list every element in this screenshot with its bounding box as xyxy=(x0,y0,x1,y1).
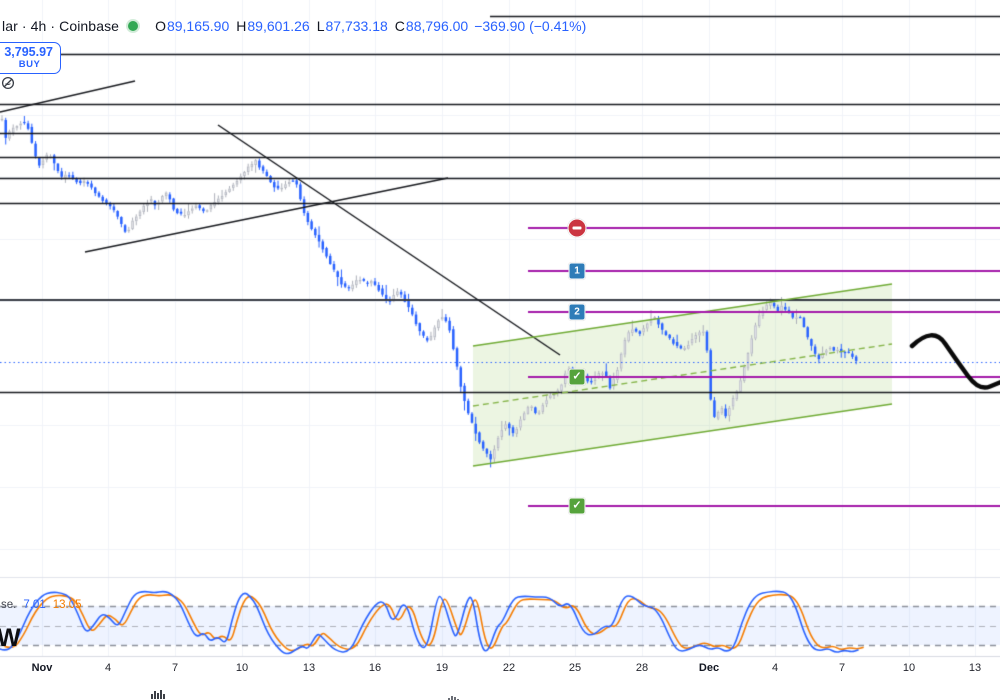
time-tick-label: 28 xyxy=(635,662,649,674)
symbol-title[interactable]: lar · 4h · Coinbase xyxy=(2,18,120,34)
market-status-icon xyxy=(128,21,139,31)
low-value: 87,733.18 xyxy=(325,18,388,34)
buy-label: BUY xyxy=(18,59,41,70)
level-badge-✓[interactable]: ✓ xyxy=(568,497,586,515)
open-value: 89,165.90 xyxy=(166,18,230,34)
stoch-legend[interactable]: se. 7.01 13.05 xyxy=(1,599,82,611)
time-tick-label: 16 xyxy=(368,662,382,674)
time-tick-label: 10 xyxy=(902,662,916,674)
time-tick-label: Nov xyxy=(31,662,53,674)
no-entry-icon xyxy=(572,226,582,230)
low-label: L xyxy=(316,18,325,34)
time-tick-label: 4 xyxy=(104,662,112,674)
watermark-letter: W xyxy=(0,624,21,652)
time-tick-label: 19 xyxy=(435,662,449,674)
buy-button[interactable]: 3,795.97 BUY xyxy=(0,42,61,74)
time-tick-label: 7 xyxy=(838,662,846,674)
time-tick-label: 25 xyxy=(568,662,582,674)
stoch-k-value: 7.01 xyxy=(23,599,46,611)
time-axis[interactable]: Nov 4 7 10 13 16 19 22 25 28 Dec 4 7 10 13 xyxy=(0,656,1000,700)
clipped-bars-icon xyxy=(151,686,168,700)
change-value: −369.90 (−0.41%) xyxy=(474,18,587,34)
time-tick-label: 10 xyxy=(235,662,249,674)
close-value: 88,796.00 xyxy=(405,18,469,34)
high-label: H xyxy=(236,18,247,34)
stoch-label-fragment: se. xyxy=(1,599,17,611)
clipped-marker-icon xyxy=(448,689,461,700)
time-tick-label: 13 xyxy=(302,662,316,674)
level-badge-stop[interactable] xyxy=(567,218,587,238)
time-tick-label: 7 xyxy=(171,662,179,674)
time-tick-label: 4 xyxy=(771,662,779,674)
chart-legend: lar · 4h · Coinbase O 89,165.90 H 89,601… xyxy=(2,18,586,34)
open-label: O xyxy=(155,18,166,34)
close-label: C xyxy=(394,18,405,34)
level-badge-✓[interactable]: ✓ xyxy=(568,368,586,386)
eye-off-icon[interactable] xyxy=(1,76,15,90)
buy-price: 3,795.97 xyxy=(4,45,53,59)
level-badge-1[interactable]: 1 xyxy=(568,262,586,280)
time-tick-label: 13 xyxy=(968,662,982,674)
level-badge-2[interactable]: 2 xyxy=(568,303,586,321)
stoch-d-value: 13.05 xyxy=(52,599,82,611)
time-tick-label: 22 xyxy=(502,662,516,674)
time-tick-label: Dec xyxy=(698,662,720,674)
high-value: 89,601.26 xyxy=(247,18,310,34)
